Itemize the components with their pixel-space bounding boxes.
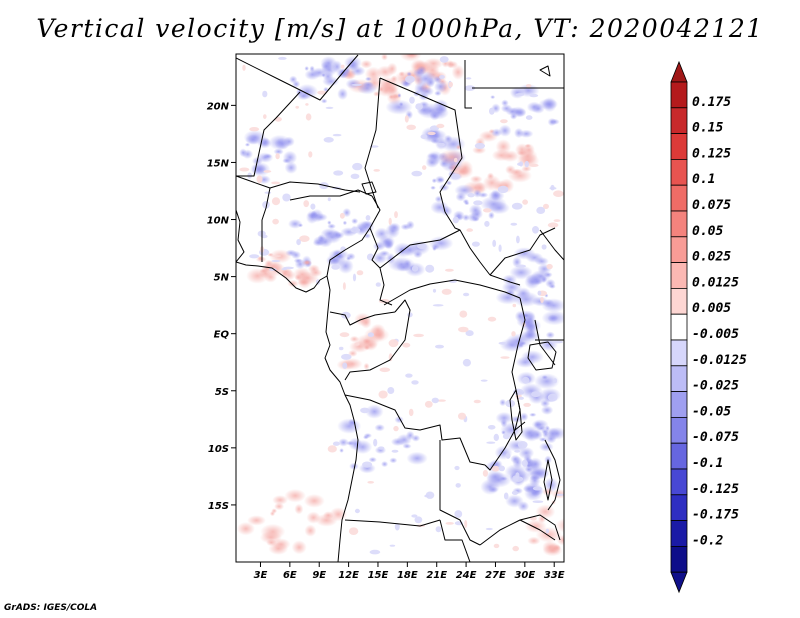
colorbar-label: -0.005 (692, 327, 739, 342)
lat-tick-label: 5N (214, 273, 230, 284)
border-drc-angola (344, 394, 486, 466)
border-niger-chad (364, 77, 381, 209)
vertical-velocity-field (236, 54, 564, 557)
map-title: Vertical velocity [m/s] at 1000hPa, VT: … (36, 14, 764, 43)
lon-tick-label: 6E (283, 570, 297, 581)
colorbar-segment (670, 468, 688, 496)
coastline-guinea (236, 209, 245, 263)
colorbar-label: -0.2 (692, 533, 723, 548)
lon-tick-label: 9E (312, 570, 326, 581)
colorbar-segment (670, 81, 688, 109)
plot-frame (235, 53, 565, 563)
border-angola-namibia (344, 519, 441, 527)
border-car-sudan (489, 274, 521, 286)
border-mozambique (519, 519, 556, 541)
colorbar-label: 0.15 (692, 121, 723, 136)
colorbar-label: -0.075 (692, 430, 739, 445)
colorbar-label: 0.075 (692, 198, 731, 213)
lon-tick-label: 3E (254, 570, 268, 581)
colorbar-segment (670, 442, 688, 470)
border-mali-niger (236, 91, 301, 177)
colorbar-top-arrow (670, 60, 688, 83)
lat-tick-label: EQ (214, 330, 230, 341)
colorbar-segment (670, 287, 688, 315)
colorbar-segment (670, 158, 688, 186)
lat-tick-label: 15S (208, 501, 229, 512)
border-uganda-kenya (534, 319, 556, 366)
colorbar-segment (670, 391, 688, 418)
border-southsudan-ethiopia (539, 229, 564, 261)
colorbar-label: -0.0125 (692, 353, 747, 368)
lon-tick-label: 27E (485, 570, 506, 581)
colorbar-label: -0.175 (692, 508, 739, 523)
colorbar-label: -0.1 (692, 456, 723, 471)
border-nigeria-cameroon (326, 195, 381, 277)
lon-tick-label: 12E (338, 570, 359, 581)
grads-credit: GrADS: IGES/COLA (4, 603, 98, 613)
colorbar-label: 0.025 (692, 250, 731, 265)
country-borders (236, 54, 564, 562)
lake-chad (361, 181, 377, 195)
longitude-axis: 3E 6E 9E 12E 15E 18E 21E 24E 27E 30E 33E (254, 562, 565, 581)
colorbar-label: 0.05 (692, 224, 723, 239)
border-namibia-botswana (439, 519, 471, 562)
colorbar-segment (670, 133, 688, 160)
lake-malawi (543, 459, 553, 501)
lon-tick-label: 30E (514, 570, 535, 581)
colorbar-bottom-arrow (670, 571, 688, 594)
lat-tick-label: 10S (208, 444, 229, 455)
colorbar-label: 0.175 (692, 95, 731, 110)
lat-tick-label: 20N (207, 101, 230, 112)
colorbar-segment (670, 262, 688, 289)
lat-tick-label: 5S (215, 387, 229, 398)
colorbar-segment (670, 520, 688, 547)
border-chad-libya (379, 77, 463, 213)
colorbar-segment (670, 546, 688, 573)
lon-tick-label: 18E (397, 570, 418, 581)
colorbar-label: 0.0125 (692, 275, 739, 290)
border-mali-burkina (236, 175, 361, 193)
border-sudan-chad (444, 211, 461, 231)
lon-tick-label: 24E (456, 570, 477, 581)
border-zambia-zimbabwe (479, 514, 561, 546)
lake-tanganyika (509, 389, 523, 441)
colorbar-segment (670, 184, 688, 212)
border-car-drc (383, 279, 521, 306)
colorbar-segment (670, 210, 688, 238)
lat-tick-label: 15N (207, 158, 230, 169)
colorbar-segment (670, 236, 688, 264)
lake-tana (539, 65, 551, 77)
border-angola-zambia (439, 440, 481, 546)
colorbar-label: -0.025 (692, 379, 739, 394)
border-burkina-ghana (261, 187, 271, 262)
colorbar-segment (670, 494, 688, 521)
lat-tick-label: 10N (207, 216, 230, 227)
colorbar-segment (670, 107, 688, 135)
colorbar-segment (670, 313, 688, 341)
border-nigeria-north (289, 189, 373, 201)
border-malawi (544, 439, 561, 511)
coastline-west-africa (236, 261, 359, 562)
colorbar-label: 0.1 (692, 172, 715, 187)
colorbar-segment (670, 416, 688, 444)
colorbar: 0.175 0.15 0.125 0.1 0.075 0.05 0.025 0.0125 0.0… (670, 60, 747, 594)
lon-tick-label: 33E (544, 570, 565, 581)
colorbar-label: 0.005 (692, 301, 731, 316)
lake-victoria (527, 341, 557, 371)
border-sudan-south (489, 227, 556, 276)
latitude-axis: 20N 15N 10N 5N EQ 5S 10S 15S (207, 101, 236, 512)
colorbar-label: 0.125 (692, 146, 731, 161)
colorbar-label: -0.05 (692, 404, 731, 419)
border-congo-drc (344, 299, 411, 381)
border-congo-gabon (329, 311, 396, 326)
lon-tick-label: 15E (368, 570, 389, 581)
border-algeria-libya (236, 54, 359, 101)
colorbar-segment (670, 339, 688, 367)
lon-tick-label: 21E (426, 570, 447, 581)
border-egypt-libya (464, 60, 472, 109)
border-drc-zambia (484, 421, 526, 471)
colorbar-label: -0.125 (692, 482, 739, 497)
colorbar-segment (670, 365, 688, 392)
